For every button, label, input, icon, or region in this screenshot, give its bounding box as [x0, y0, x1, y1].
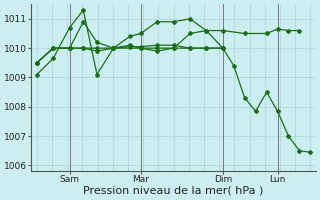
X-axis label: Pression niveau de la mer( hPa ): Pression niveau de la mer( hPa ): [84, 186, 264, 196]
